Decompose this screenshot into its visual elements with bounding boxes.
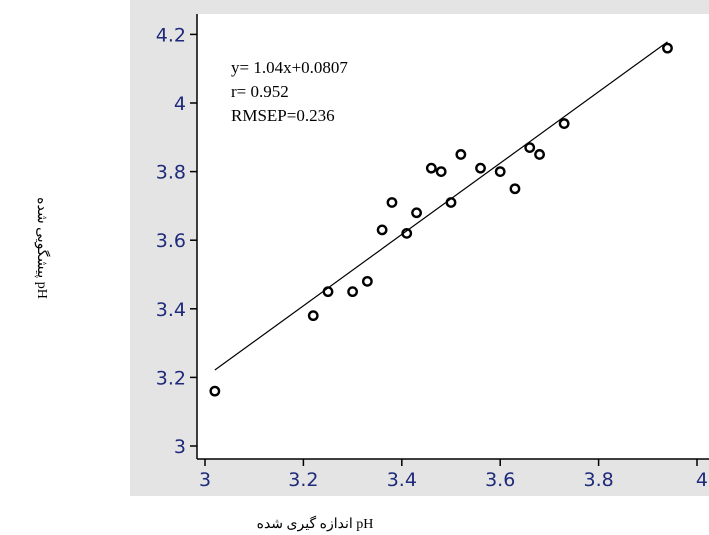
y-tick-label: 3.4	[156, 299, 186, 321]
y-tick-label: 3.2	[156, 367, 186, 389]
data-point	[534, 149, 545, 160]
data-point	[307, 310, 319, 322]
data-point	[347, 286, 358, 298]
data-point	[376, 224, 388, 236]
data-point	[386, 197, 398, 208]
x-tick-label: 3.6	[485, 469, 515, 491]
data-point	[445, 197, 457, 208]
data-point	[494, 166, 506, 178]
y-axis-title: pH پیشگویی شده	[34, 197, 51, 299]
regression-equation-label: y= 1.04x+0.0807	[231, 58, 348, 77]
data-point	[558, 118, 570, 129]
data-point	[322, 286, 334, 298]
regression-line	[214, 41, 668, 371]
data-point	[524, 142, 536, 153]
data-point	[455, 149, 467, 160]
rmsep-label: RMSEP=0.236	[231, 106, 335, 125]
data-point	[509, 183, 521, 195]
x-tick-label: 3	[199, 469, 211, 491]
x-tick-label: 3.8	[583, 469, 613, 491]
x-tick-label: 3.4	[387, 469, 417, 491]
data-point	[662, 42, 673, 54]
y-tick-label: 4	[174, 93, 186, 115]
data-point	[435, 166, 447, 178]
y-tick-label: 3	[174, 436, 186, 458]
data-point	[401, 227, 413, 239]
data-point	[475, 162, 486, 174]
data-point	[411, 207, 422, 219]
data-point	[425, 162, 437, 174]
x-tick-label: 3.2	[288, 469, 318, 491]
axes-layer: 3 3.2 3.4 3.6 3.8 4 4.2 3 3.2 3.4 3.6 3.8 4	[156, 14, 709, 491]
correlation-label: r= 0.952	[231, 82, 289, 101]
fit-line-layer	[214, 41, 668, 371]
data-point	[209, 385, 221, 397]
annotation-box	[214, 42, 385, 142]
y-tick-label: 3.8	[156, 162, 186, 184]
data-points-layer	[209, 42, 673, 397]
y-tick-label: 4.2	[156, 24, 186, 46]
data-point	[361, 275, 373, 287]
y-tick-label: 3.6	[156, 230, 186, 252]
x-tick-label: 4	[696, 469, 708, 491]
x-axis-title: pH اندازه گیری شده	[257, 515, 374, 532]
